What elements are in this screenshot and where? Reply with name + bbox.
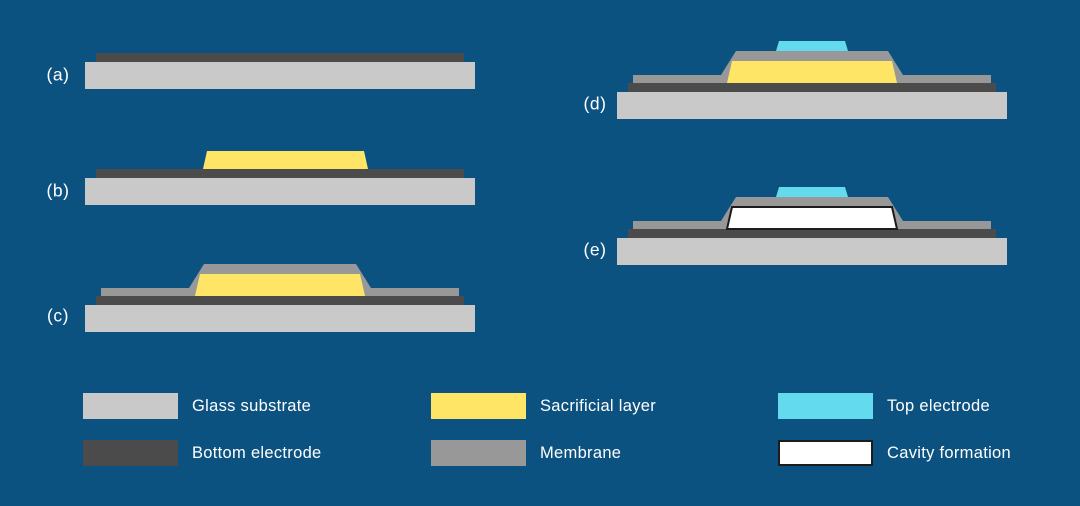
legend-item-top-electrode: Top electrode [778, 393, 990, 419]
layer-sacrificial_inner [195, 274, 365, 296]
legend-label: Glass substrate [192, 396, 312, 415]
layer-substrate [617, 92, 1007, 119]
layer-bottom_electrode [628, 83, 996, 92]
membrane-swatch [431, 440, 526, 466]
layer-bottom_electrode [96, 169, 464, 178]
layer-bottom_electrode [96, 53, 464, 62]
step-d-cross-section [617, 41, 1007, 119]
legend-label: Membrane [540, 443, 622, 462]
legend-label: Sacrificial layer [540, 396, 657, 415]
sacrificial-layer-swatch [431, 393, 526, 419]
layer-sacrificial_inner [727, 61, 897, 83]
layer-bottom_electrode [96, 296, 464, 305]
step-a-label: (a) [46, 64, 70, 85]
legend-item-bottom-electrode: Bottom electrode [83, 440, 322, 466]
legend-item-glass-substrate: Glass substrate [83, 393, 311, 419]
layer-substrate [85, 178, 475, 205]
layer-top_electrode [776, 41, 848, 51]
glass-substrate-swatch [83, 393, 178, 419]
legend-item-sacrificial-layer: Sacrificial layer [431, 393, 656, 419]
layer-top_electrode [776, 187, 848, 197]
layer-substrate [85, 305, 475, 332]
step-b-cross-section [85, 151, 475, 205]
layer-substrate [85, 62, 475, 89]
legend-label: Bottom electrode [192, 443, 322, 462]
cavity-formation-swatch [778, 440, 873, 466]
top-electrode-swatch [778, 393, 873, 419]
step-b-label: (b) [46, 180, 70, 201]
step-a-cross-section [85, 53, 475, 89]
legend-label: Cavity formation [887, 443, 1012, 462]
legend-label: Top electrode [887, 396, 990, 415]
step-c-label: (c) [47, 305, 69, 326]
step-e-label: (e) [583, 239, 607, 260]
bottom-electrode-swatch [83, 440, 178, 466]
legend-item-cavity-formation: Cavity formation [778, 440, 1011, 466]
layer-cavity [725, 206, 899, 230]
layer-sacrificial [203, 151, 368, 169]
layer-bottom_electrode [628, 229, 996, 238]
legend-item-membrane: Membrane [431, 440, 621, 466]
step-c-cross-section [85, 264, 475, 332]
layer-substrate [617, 238, 1007, 265]
step-e-cross-section [617, 187, 1007, 265]
step-d-label: (d) [583, 93, 607, 114]
